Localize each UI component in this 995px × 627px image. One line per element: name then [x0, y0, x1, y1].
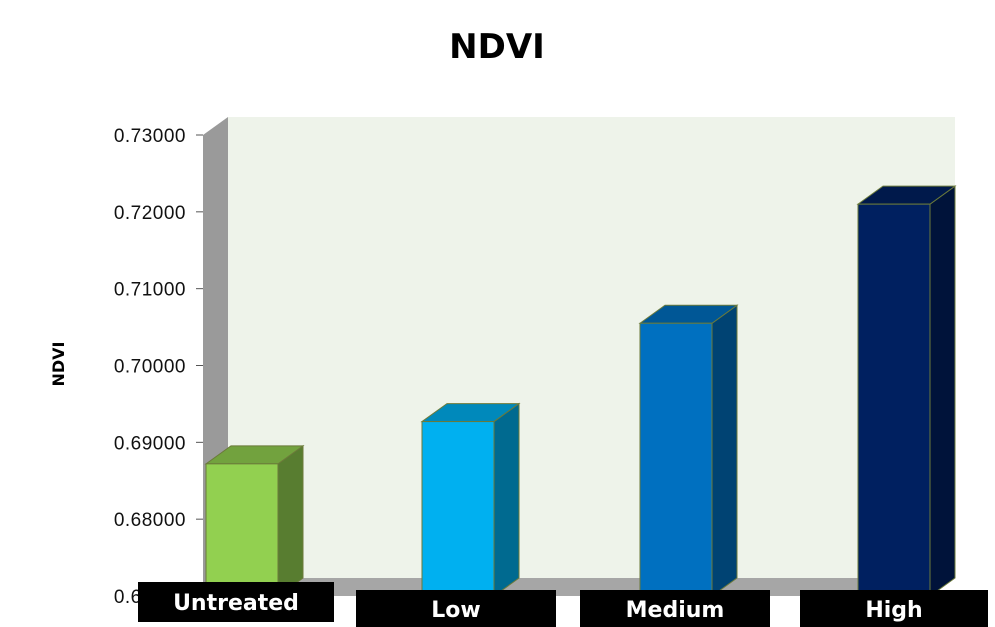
- y-tick-label: 0.72000: [114, 203, 186, 224]
- x-tick-label: Medium: [626, 598, 725, 623]
- y-tick-label: 0.68000: [114, 510, 186, 531]
- y-tick-label: 0.73000: [114, 126, 186, 147]
- bar-high: [856, 185, 957, 597]
- y-tick-label: 0.71000: [114, 280, 186, 301]
- category-label-low: Low: [356, 590, 556, 627]
- bar-front: [857, 203, 931, 597]
- bar-front: [421, 421, 495, 597]
- bar-low: [420, 402, 521, 597]
- chart-title: NDVI: [449, 27, 545, 67]
- bar-side: [493, 402, 520, 597]
- x-axis-category-labels: Untreated Low Medium High: [138, 582, 988, 627]
- category-label-box: [138, 582, 334, 622]
- bar-front: [639, 322, 713, 597]
- x-tick-label: Low: [431, 598, 480, 623]
- bar-front: [205, 463, 279, 597]
- plot-background: [228, 117, 955, 578]
- bar-side: [277, 444, 304, 597]
- y-axis-label: NDVI: [49, 341, 68, 386]
- y-axis-ticks: 0.670000.680000.690000.700000.710000.720…: [114, 126, 203, 608]
- category-label-box: [580, 590, 770, 627]
- bar-side: [711, 304, 738, 597]
- bars: [204, 185, 957, 597]
- bar-untreated: [204, 444, 305, 597]
- bar-medium: [638, 304, 739, 597]
- category-label-medium: Medium: [580, 590, 770, 627]
- category-label-box: [800, 590, 988, 627]
- category-label-box: [356, 590, 556, 627]
- y-tick-label: 0.70000: [114, 357, 186, 378]
- bar-side: [929, 185, 956, 597]
- x-tick-label: High: [865, 598, 922, 623]
- category-label-untreated: Untreated: [138, 582, 334, 622]
- x-tick-label: Untreated: [173, 591, 299, 616]
- y-tick-label: 0.69000: [114, 433, 186, 454]
- category-label-high: High: [800, 590, 988, 627]
